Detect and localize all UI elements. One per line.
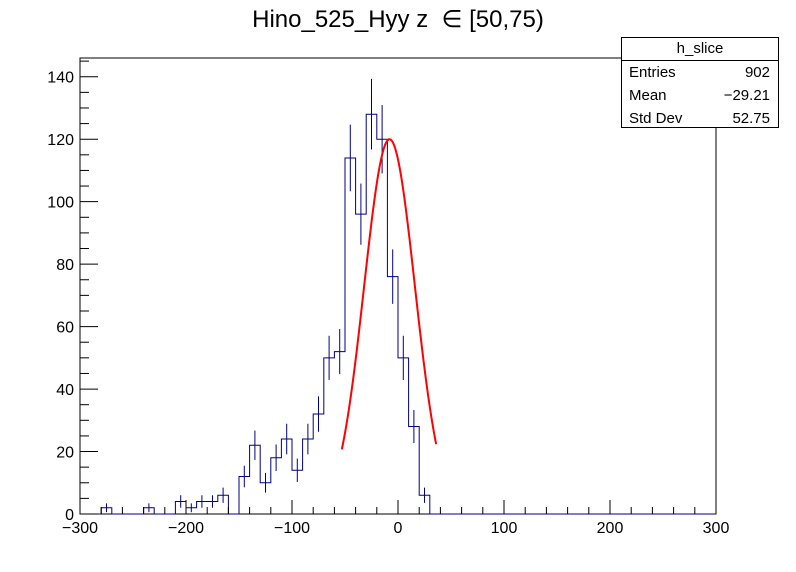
x-tick-label: 0 bbox=[394, 520, 403, 537]
stats-box-title: h_slice bbox=[622, 38, 778, 61]
y-tick-label: 80 bbox=[56, 257, 74, 274]
y-tick-label: 140 bbox=[47, 70, 74, 87]
chart-title: Hino_525_Hyy z ∈ [50,75) bbox=[252, 6, 544, 33]
x-tick-label: 300 bbox=[703, 520, 730, 537]
y-tick-label: 100 bbox=[47, 195, 74, 212]
y-tick-label: 20 bbox=[56, 445, 74, 462]
y-tick-label: 0 bbox=[65, 507, 74, 524]
y-axis: 0 20 40 60 80 100 120 140 bbox=[47, 60, 98, 524]
stats-label: Entries bbox=[629, 64, 676, 81]
stats-label: Std Dev bbox=[629, 110, 683, 127]
stats-row-mean: Mean −29.21 bbox=[622, 84, 778, 107]
stats-label: Mean bbox=[629, 87, 667, 104]
y-tick-label: 60 bbox=[56, 320, 74, 337]
y-tick-label: 120 bbox=[47, 132, 74, 149]
stats-value: 902 bbox=[744, 64, 770, 81]
x-tick-label: −200 bbox=[168, 520, 204, 537]
x-tick-label: −300 bbox=[62, 520, 98, 537]
gaussian-fit bbox=[340, 138, 438, 450]
stats-row-entries: Entries 902 bbox=[622, 61, 778, 84]
x-tick-label: −100 bbox=[274, 520, 310, 537]
x-tick-label: 100 bbox=[491, 520, 518, 537]
stats-box: h_slice Entries 902 Mean −29.21 Std Dev … bbox=[621, 37, 779, 128]
x-tick-label: 200 bbox=[597, 520, 624, 537]
error-bars bbox=[106, 78, 425, 513]
y-tick-label: 40 bbox=[56, 382, 74, 399]
histogram-line bbox=[80, 113, 716, 515]
stats-value: −29.21 bbox=[723, 87, 770, 104]
stats-value: 52.75 bbox=[732, 110, 770, 127]
x-axis: −300 −200 −100 0 100 200 300 bbox=[62, 500, 729, 537]
fit-curve bbox=[340, 138, 438, 450]
histogram-steps bbox=[80, 113, 716, 515]
stats-row-stddev: Std Dev 52.75 bbox=[622, 107, 778, 130]
